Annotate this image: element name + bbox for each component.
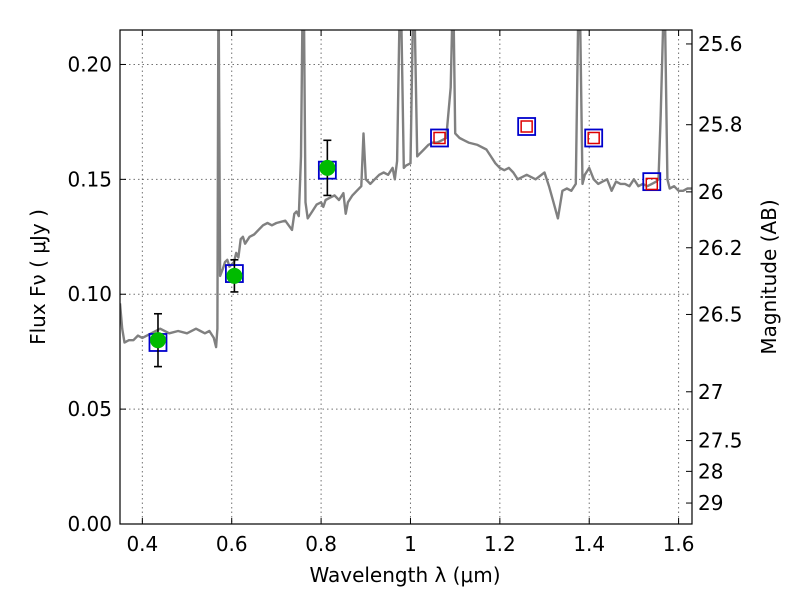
y-tick-label: 0.05: [67, 397, 112, 421]
y-axis-title: Flux Fν ( μJy ): [26, 209, 50, 345]
model-photometry-red-box: [587, 131, 600, 145]
y-tick-label: 0.15: [67, 167, 112, 191]
mag-tick-label: 26.2: [698, 236, 743, 260]
model-photometry-box: [430, 128, 449, 148]
x-tick-label: 1.4: [573, 532, 605, 556]
x-tick-label: 0.8: [305, 532, 337, 556]
plot-frame: [119, 29, 693, 525]
y-tick-label: 0.00: [67, 512, 112, 536]
grid-lines: [120, 30, 692, 525]
y-tick-label: 0.10: [67, 282, 112, 306]
mag-tick-label: 25.6: [698, 32, 743, 56]
observed-photometry-point: [226, 267, 243, 284]
mag-tick-label: 29: [698, 491, 723, 515]
axis-ticks: 0.4 0.6 0.8 1 1.2 1.4 1.6 0.00 0.05 0.10 0.15 0.20 2…: [67, 30, 743, 556]
model-photometry-red-box: [645, 177, 659, 191]
x-tick-label: 1.6: [663, 532, 695, 556]
y-tick-label: 0.20: [67, 52, 112, 76]
model-spectrum-line: [120, 30, 692, 349]
mag-tick-label: 27.5: [698, 429, 743, 453]
mag-tick-label: 26: [698, 180, 723, 204]
observed-photometry-point: [319, 159, 336, 176]
x-tick-label: 0.4: [126, 532, 158, 556]
model-photometry-box: [584, 128, 604, 148]
mag-tick-label: 27: [698, 380, 723, 404]
model-photometry-red-box: [520, 120, 533, 133]
x-tick-label: 0.6: [216, 532, 248, 556]
x-axis-title: Wavelength λ (μm): [309, 563, 500, 587]
x-tick-label: 1.2: [484, 532, 516, 556]
model-photometry-red-box: [433, 131, 446, 145]
mag-tick-label: 25.8: [698, 113, 743, 137]
y2-axis-title: Magnitude (AB): [757, 199, 781, 354]
mag-tick-label: 28: [698, 459, 723, 483]
observed-photometry-point: [149, 332, 166, 349]
mag-tick-label: 26.5: [698, 302, 743, 326]
model-photometry-box: [517, 117, 537, 136]
plot-area: [120, 30, 692, 368]
x-tick-label: 1: [404, 532, 417, 556]
